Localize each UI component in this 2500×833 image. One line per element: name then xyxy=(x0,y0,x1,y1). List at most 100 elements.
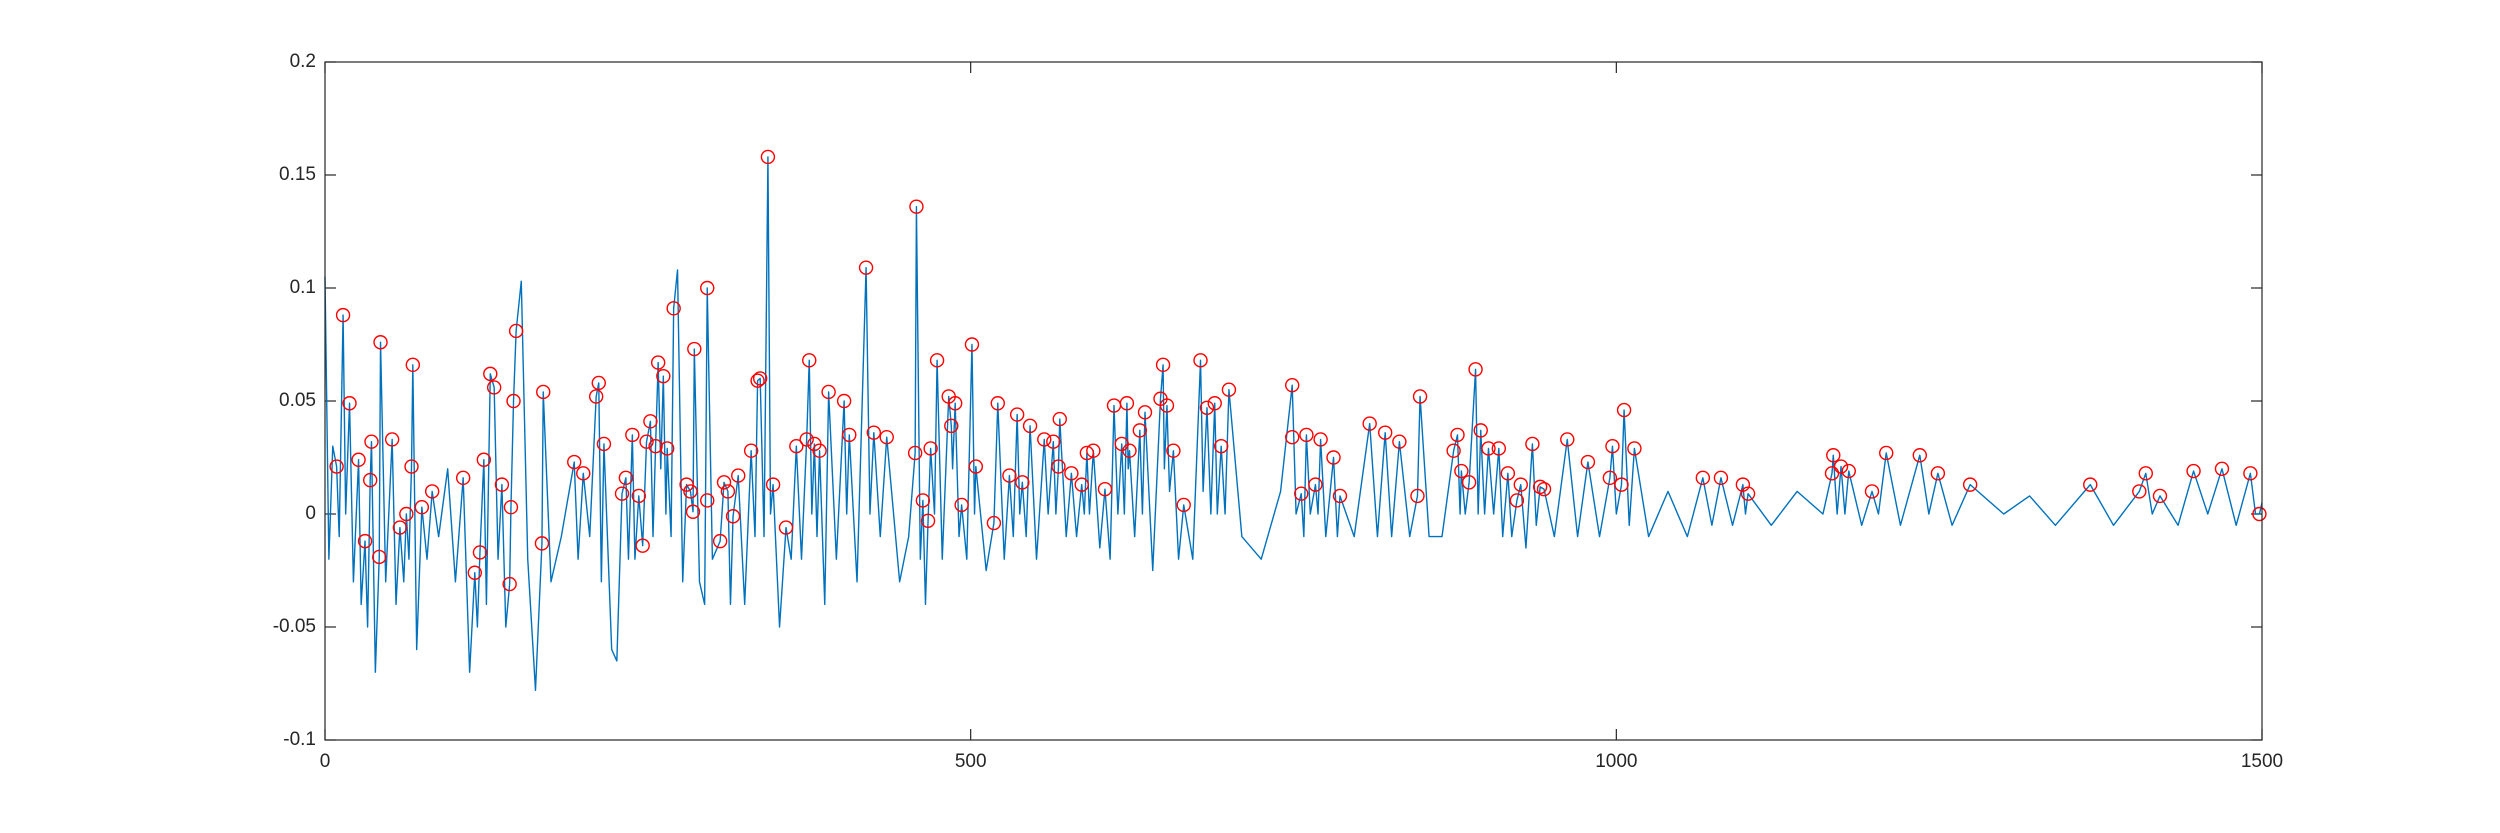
peak-marker xyxy=(650,355,666,370)
peak-marker xyxy=(1064,466,1079,481)
peak-marker xyxy=(503,500,519,515)
peak-marker xyxy=(1735,477,1751,492)
peak-marker xyxy=(614,486,630,501)
peak-marker xyxy=(802,353,817,368)
peak-marker xyxy=(1491,441,1507,456)
peak-marker xyxy=(1086,443,1101,458)
peak-marker xyxy=(2214,461,2230,476)
peak-marker xyxy=(1912,448,1927,463)
peak-marker xyxy=(351,452,366,467)
peak-marker xyxy=(534,536,550,551)
peak-marker xyxy=(372,549,387,565)
peak-marker xyxy=(656,368,671,384)
peak-marker xyxy=(2083,477,2098,492)
peak-marker xyxy=(1299,427,1314,443)
peak-marker xyxy=(1051,459,1066,474)
x-tick-label: 0 xyxy=(320,751,331,772)
peak-marker xyxy=(588,389,604,404)
peak-marker xyxy=(1473,423,1488,438)
peak-marker xyxy=(405,357,421,373)
peak-marker xyxy=(364,434,379,449)
peak-marker xyxy=(2152,488,2168,504)
peak-marker xyxy=(1481,441,1496,456)
peak-marker xyxy=(631,488,646,504)
peak-marker xyxy=(1627,441,1642,456)
peak-marker xyxy=(799,432,814,447)
peak-marker xyxy=(1841,463,1856,479)
peak-marker xyxy=(596,436,612,452)
peak-marker xyxy=(373,335,388,350)
peak-marker xyxy=(1285,377,1300,393)
peak-marker xyxy=(1525,436,1540,452)
peak-marker xyxy=(1015,475,1030,490)
peak-marker xyxy=(648,439,663,454)
peak-marker xyxy=(342,396,357,411)
peak-marker xyxy=(2186,463,2201,479)
peak-marker xyxy=(472,545,488,560)
peak-marker xyxy=(1037,432,1052,447)
peak-marker xyxy=(455,470,471,486)
peak-marker xyxy=(743,443,759,458)
peak-marker xyxy=(2132,484,2147,499)
peak-marker xyxy=(731,468,746,483)
x-tick-label: 1000 xyxy=(1595,751,1637,772)
peak-marker xyxy=(907,445,923,461)
peak-marker xyxy=(990,396,1005,411)
peak-marker xyxy=(1450,427,1465,443)
y-tick-label: 0 xyxy=(305,503,316,524)
peak-marker xyxy=(836,393,852,409)
peak-marker xyxy=(591,375,606,391)
peak-marker xyxy=(635,538,650,553)
peak-marker xyxy=(1930,466,1946,481)
peak-marker xyxy=(879,429,894,445)
peak-marker xyxy=(1446,443,1461,458)
peak-marker xyxy=(1536,481,1552,497)
peak-marker xyxy=(639,434,654,449)
peak-marker xyxy=(1740,486,1756,501)
peak-marker xyxy=(508,323,524,339)
peak-marker xyxy=(964,337,980,352)
peak-marker xyxy=(1454,463,1469,479)
peak-marker xyxy=(1602,470,1618,486)
peak-marker xyxy=(1119,396,1135,411)
peak-marker xyxy=(467,565,482,580)
peak-marker xyxy=(1097,481,1113,497)
peak-marker xyxy=(660,441,675,456)
peak-marker xyxy=(929,353,945,368)
peak-marker xyxy=(625,427,640,443)
peak-marker xyxy=(1155,357,1171,373)
y-tick-label: 0.2 xyxy=(290,51,316,72)
peak-marker xyxy=(404,459,419,474)
peak-marker xyxy=(1199,400,1215,415)
peak-marker xyxy=(752,371,768,386)
peak-marker xyxy=(1616,402,1632,418)
peak-marker xyxy=(666,301,681,316)
peak-marker xyxy=(778,520,794,535)
peak-marker xyxy=(486,380,502,395)
peak-marker xyxy=(1392,434,1407,449)
peak-marker xyxy=(1221,382,1237,397)
peak-marker xyxy=(506,393,521,409)
y-tick-label: -0.1 xyxy=(283,729,316,750)
peak-marker xyxy=(1468,362,1483,377)
peak-marker xyxy=(821,384,836,400)
peak-marker xyxy=(384,432,400,447)
x-tick-label: 1500 xyxy=(2241,751,2283,772)
peak-marker xyxy=(1137,405,1153,420)
peak-marker xyxy=(567,454,582,470)
peak-marker xyxy=(1826,448,1841,463)
peak-marker xyxy=(1377,425,1393,440)
peak-marker xyxy=(1009,407,1025,422)
peak-marker xyxy=(1614,477,1629,492)
peak-marker xyxy=(476,452,492,467)
peak-marker xyxy=(2243,466,2258,481)
plot-area xyxy=(325,62,2262,740)
peak-marker xyxy=(1022,418,1038,434)
peak-marker xyxy=(1176,497,1191,513)
y-tick-label: -0.05 xyxy=(273,616,316,637)
peak-marker xyxy=(1332,488,1348,504)
peak-marker xyxy=(399,506,414,522)
peak-marker xyxy=(618,470,634,486)
